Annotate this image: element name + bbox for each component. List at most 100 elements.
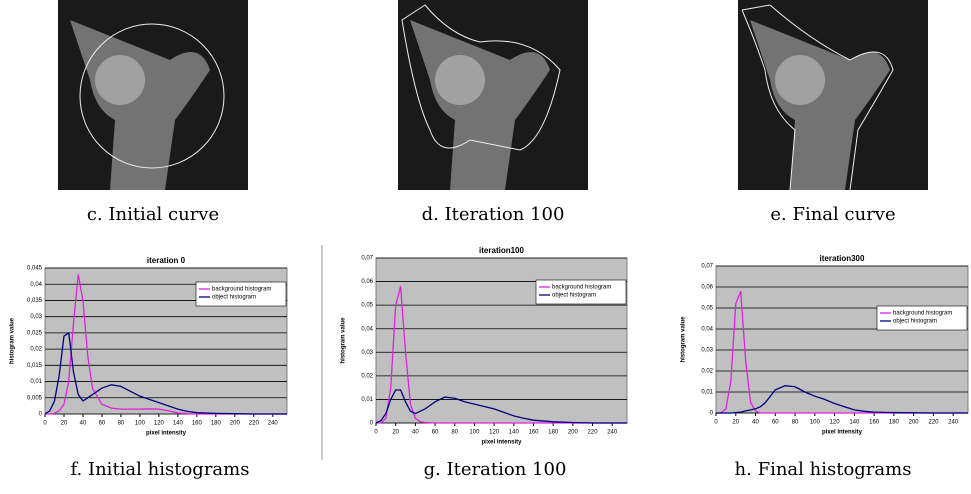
y-axis-title: histogram value xyxy=(681,316,687,363)
y-tick-label: 0,005 xyxy=(27,395,43,401)
series-line xyxy=(376,286,627,424)
x-tick-label: 40 xyxy=(752,420,759,426)
x-tick-label: 220 xyxy=(928,420,939,426)
chart-title: iteration300 xyxy=(820,254,865,263)
image-caption: c. Initial curve xyxy=(87,204,219,225)
x-tick-label: 20 xyxy=(392,430,399,436)
x-tick-label: 60 xyxy=(99,421,106,427)
y-tick-label: 0,045 xyxy=(27,266,43,272)
y-tick-label: 0,01 xyxy=(30,379,42,385)
x-tick-label: 240 xyxy=(948,420,959,426)
x-axis-title: pixel intensity xyxy=(822,430,863,436)
x-tick-label: 140 xyxy=(173,421,184,427)
x-tick-label: 60 xyxy=(772,420,779,426)
y-tick-label: 0,05 xyxy=(701,306,713,312)
x-tick-label: 100 xyxy=(810,420,821,426)
y-tick-label: 0,07 xyxy=(701,264,713,270)
x-tick-label: 240 xyxy=(268,421,279,427)
x-tick-label: 80 xyxy=(792,420,799,426)
y-tick-label: 0,06 xyxy=(701,285,713,291)
x-tick-label: 220 xyxy=(588,430,599,436)
y-tick-label: 0,04 xyxy=(30,282,42,288)
series-line xyxy=(44,331,287,415)
x-tick-label: 200 xyxy=(909,420,920,426)
y-axis-title: histogram value xyxy=(10,317,16,364)
x-tick-label: 120 xyxy=(154,421,165,427)
y-tick-label: 0,01 xyxy=(701,390,713,396)
legend-label: object histogram xyxy=(893,319,937,325)
x-tick-label: 40 xyxy=(412,430,419,436)
y-tick-label: 0,01 xyxy=(361,397,373,403)
x-tick-label: 80 xyxy=(451,430,458,436)
legend-label: object histogram xyxy=(552,293,596,299)
series-line xyxy=(716,290,968,414)
y-tick-label: 0,025 xyxy=(27,330,43,336)
x-tick-label: 220 xyxy=(249,421,260,427)
y-axis-title: histogram value xyxy=(341,317,347,364)
x-tick-label: 140 xyxy=(509,430,520,436)
x-tick-label: 120 xyxy=(489,430,500,436)
x-tick-label: 100 xyxy=(469,430,480,436)
x-tick-label: 180 xyxy=(211,421,222,427)
y-tick-label: 0,03 xyxy=(30,314,42,320)
x-tick-label: 40 xyxy=(80,421,87,427)
x-tick-label: 140 xyxy=(849,420,860,426)
y-tick-label: 0,035 xyxy=(27,298,43,304)
y-tick-label: 0,03 xyxy=(701,348,713,354)
y-tick-label: 0,06 xyxy=(361,279,373,285)
y-tick-label: 0 xyxy=(370,421,374,427)
y-tick-label: 0,07 xyxy=(361,256,373,262)
x-tick-label: 180 xyxy=(889,420,900,426)
x-tick-label: 200 xyxy=(568,430,579,436)
image-d xyxy=(398,0,588,190)
y-tick-label: 0 xyxy=(710,411,714,417)
plot-area xyxy=(715,265,969,414)
x-tick-label: 20 xyxy=(732,420,739,426)
chart-title: iteration 0 xyxy=(147,256,186,265)
chart-caption: g. Iteration 100 xyxy=(424,459,567,480)
x-tick-label: 20 xyxy=(61,421,68,427)
y-tick-label: 0,015 xyxy=(27,363,43,369)
chart-title: iteration100 xyxy=(479,246,524,255)
series-line xyxy=(45,274,287,415)
series-line xyxy=(375,389,627,424)
x-tick-label: 160 xyxy=(528,430,539,436)
y-tick-label: 0,02 xyxy=(701,369,713,375)
legend-label: object histogram xyxy=(212,295,256,301)
y-tick-label: 0,05 xyxy=(361,303,373,309)
x-tick-label: 200 xyxy=(230,421,241,427)
legend-box xyxy=(195,281,287,307)
y-tick-label: 0,04 xyxy=(701,327,713,333)
legend-box xyxy=(535,279,627,305)
image-caption: d. Iteration 100 xyxy=(422,204,565,225)
x-tick-label: 160 xyxy=(192,421,203,427)
legend-label: background histogram xyxy=(893,311,952,317)
legend-box xyxy=(876,305,968,331)
x-tick-label: 80 xyxy=(118,421,125,427)
x-tick-label: 180 xyxy=(548,430,559,436)
x-tick-label: 100 xyxy=(135,421,146,427)
legend-label: background histogram xyxy=(212,287,271,293)
image-caption: e. Final curve xyxy=(770,204,895,225)
y-tick-label: 0,04 xyxy=(361,326,373,332)
y-tick-label: 0,02 xyxy=(30,347,42,353)
image-c xyxy=(58,0,248,190)
x-tick-label: 60 xyxy=(432,430,439,436)
y-tick-label: 0,03 xyxy=(361,350,373,356)
chart-caption: h. Final histograms xyxy=(735,459,912,480)
x-axis-title: pixel intensity xyxy=(481,440,522,446)
x-tick-label: 160 xyxy=(869,420,880,426)
x-tick-label: 240 xyxy=(607,430,618,436)
x-axis-title: pixel intensity xyxy=(146,431,187,437)
y-tick-label: 0,02 xyxy=(361,373,373,379)
x-tick-label: 0 xyxy=(374,430,378,436)
series-line xyxy=(716,385,968,414)
image-e xyxy=(738,0,928,191)
x-tick-label: 120 xyxy=(830,420,841,426)
legend-label: background histogram xyxy=(552,285,611,291)
chart-caption: f. Initial histograms xyxy=(71,459,250,480)
y-tick-label: 0 xyxy=(39,412,43,418)
x-tick-label: 0 xyxy=(714,420,718,426)
x-tick-label: 0 xyxy=(43,421,47,427)
